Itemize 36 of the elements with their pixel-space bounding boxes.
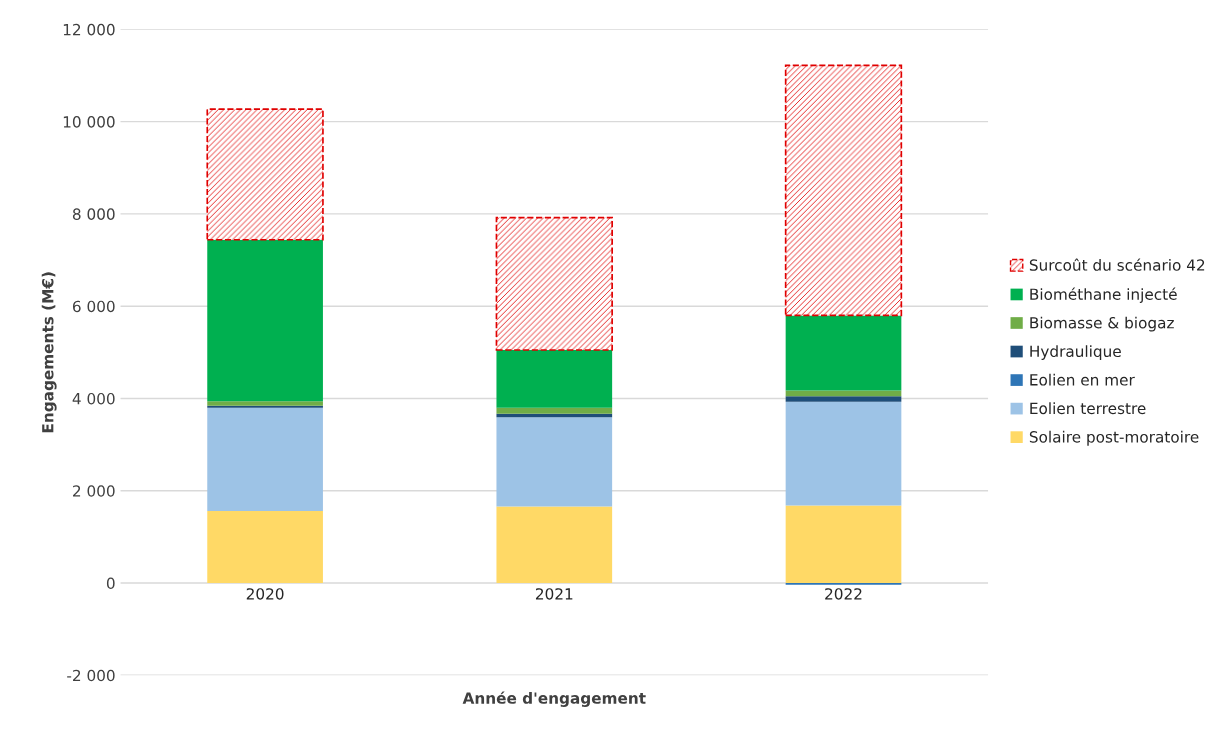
legend-label: Biomasse & biogaz [1030, 316, 1174, 332]
bar [785, 401, 902, 506]
y-tick-label: 6 000 [72, 300, 115, 313]
y-tick-label: 4 000 [72, 392, 115, 405]
legend-label: Solaire post-moratoire [1029, 430, 1199, 446]
bar [207, 511, 323, 584]
bar [207, 407, 323, 512]
legend-label: Surcoût du scénario 42 [1029, 258, 1205, 271]
bar [785, 396, 902, 402]
bar [785, 315, 902, 391]
y-tick-label: 8 000 [72, 208, 115, 220]
bar [785, 390, 902, 397]
x-axis-title: Année d'engagement [462, 691, 646, 707]
bar [496, 506, 613, 584]
bar [496, 407, 613, 414]
legend-label: Eolien en mer [1030, 373, 1135, 386]
x-tick-label: 2020 [246, 588, 284, 600]
bar [784, 64, 903, 317]
bar [496, 417, 613, 507]
bar [785, 505, 902, 584]
bar [496, 350, 613, 408]
y-axis-title: Engagements (M€) [41, 272, 57, 433]
bar [207, 401, 323, 406]
x-tick-label: 2021 [535, 588, 573, 600]
y-tick-label: 2 000 [73, 485, 115, 497]
x-tick-label: 2022 [825, 588, 862, 600]
y-tick-label: 0 [106, 577, 115, 590]
bar [495, 216, 613, 351]
bar [206, 108, 324, 241]
legend-label: Eolien terrestre [1030, 402, 1146, 415]
y-tick-label: -2 000 [67, 669, 115, 682]
legend-label: Hydraulique [1030, 345, 1121, 361]
y-tick-label: 12 000 [63, 23, 115, 36]
y-tick-label: 10 000 [63, 116, 115, 128]
bar [207, 239, 323, 402]
legend-label: Biométhane injecté [1030, 287, 1177, 303]
